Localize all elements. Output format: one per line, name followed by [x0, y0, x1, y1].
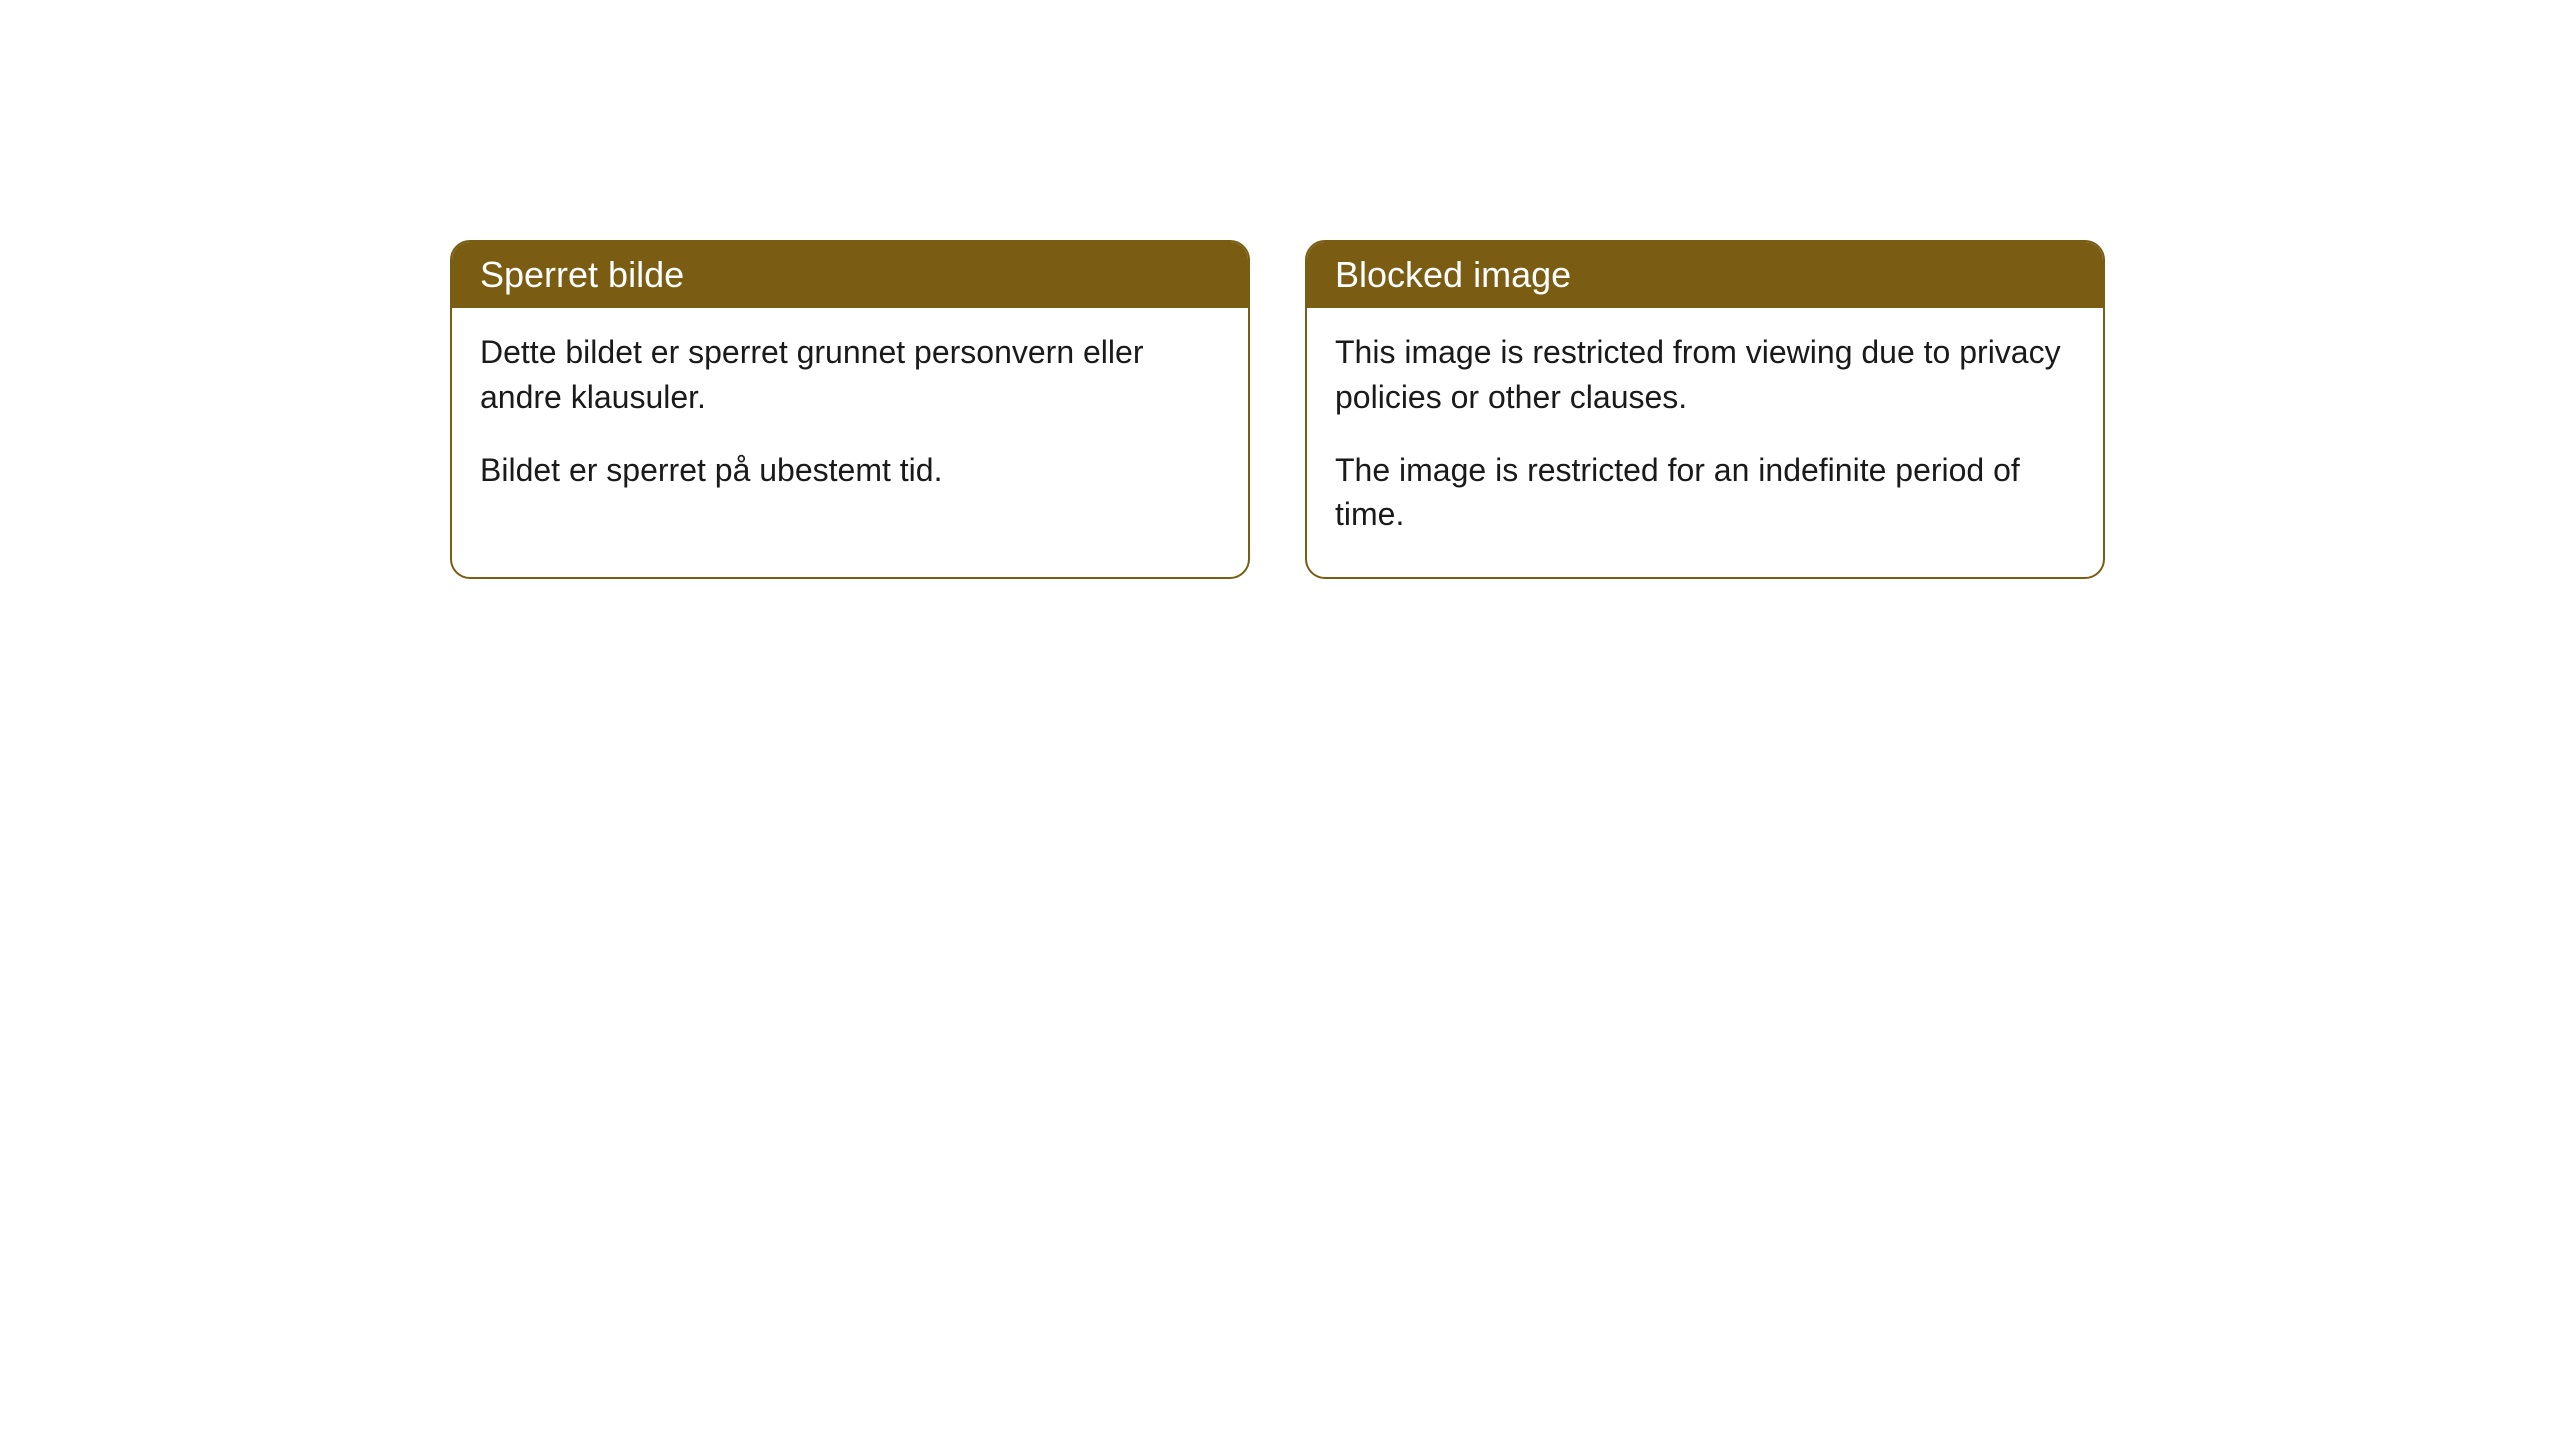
blocked-image-card-norwegian: Sperret bilde Dette bildet er sperret gr…	[450, 240, 1250, 579]
card-header: Sperret bilde	[452, 242, 1248, 308]
card-body: This image is restricted from viewing du…	[1307, 308, 2103, 577]
card-paragraph-1: This image is restricted from viewing du…	[1335, 330, 2075, 420]
card-paragraph-1: Dette bildet er sperret grunnet personve…	[480, 330, 1220, 420]
card-body: Dette bildet er sperret grunnet personve…	[452, 308, 1248, 532]
card-header: Blocked image	[1307, 242, 2103, 308]
blocked-image-card-english: Blocked image This image is restricted f…	[1305, 240, 2105, 579]
card-title: Blocked image	[1335, 254, 1571, 295]
card-title: Sperret bilde	[480, 254, 684, 295]
card-paragraph-2: The image is restricted for an indefinit…	[1335, 448, 2075, 538]
card-paragraph-2: Bildet er sperret på ubestemt tid.	[480, 448, 1220, 493]
notice-card-container: Sperret bilde Dette bildet er sperret gr…	[450, 240, 2105, 579]
